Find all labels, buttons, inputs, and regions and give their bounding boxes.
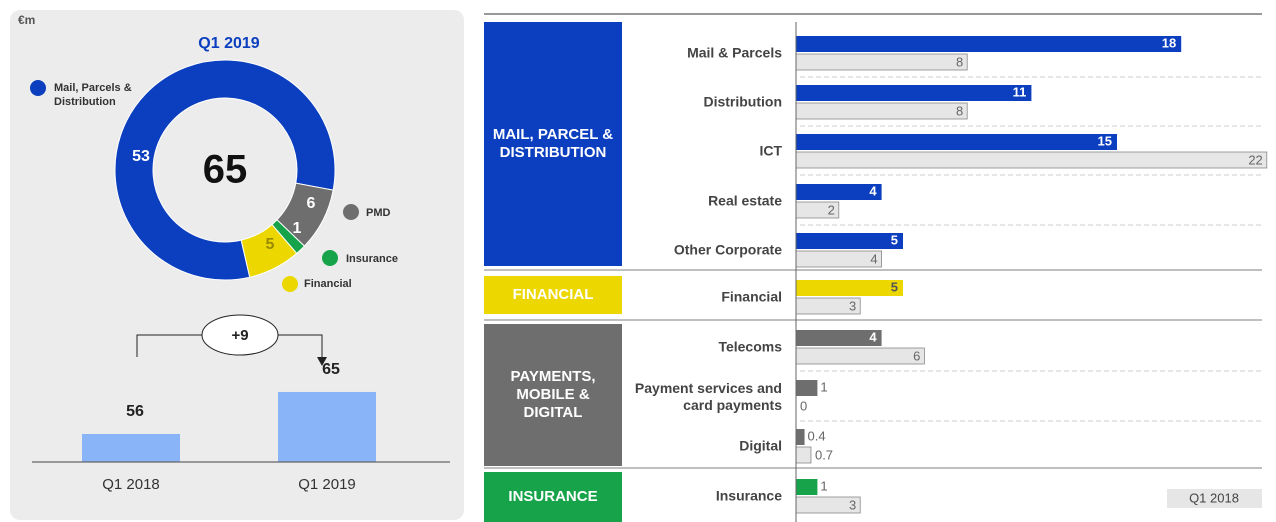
value-current: 4	[869, 329, 877, 344]
slice-label: 53	[132, 148, 150, 165]
value-current: 1	[820, 379, 827, 394]
bar-current	[796, 36, 1182, 52]
category-label: Real estate	[708, 192, 782, 209]
value-current: 15	[1098, 133, 1112, 148]
value-previous: 22	[1248, 152, 1262, 167]
bar-previous	[795, 102, 968, 120]
slice-label: 6	[307, 195, 316, 212]
bar-current	[796, 429, 805, 445]
value-previous: 3	[849, 497, 856, 512]
bar-value: 56	[126, 403, 144, 420]
annotation: +9	[231, 327, 248, 344]
value-current: 11	[1013, 84, 1027, 99]
group-label: PAYMENTS, MOBILE & DIGITAL	[484, 324, 622, 466]
slice-label: 1	[293, 220, 302, 237]
legend-label: PMD	[366, 207, 391, 219]
legend-label: Mail, Parcels & Distribution	[54, 82, 132, 108]
category-label: ICT	[759, 142, 782, 159]
bar-previous	[795, 151, 1268, 169]
value-current: 1	[820, 478, 827, 493]
category-label: Insurance	[715, 487, 782, 504]
bar-current	[796, 380, 818, 396]
group-label: MAIL, PARCEL & DISTRIBUTION	[484, 22, 622, 266]
bar-current	[796, 479, 818, 495]
bracket	[278, 334, 323, 358]
value-previous: 8	[956, 103, 963, 118]
legend-label: Insurance	[346, 253, 398, 265]
value-previous: 0.7	[815, 447, 833, 462]
value-previous: 6	[913, 348, 920, 363]
category-label: Digital	[739, 437, 782, 454]
bar-current	[796, 85, 1032, 101]
bar	[82, 433, 180, 462]
value-current: 4	[869, 183, 877, 198]
annotation-ellipse	[201, 314, 279, 356]
bar-current	[796, 233, 903, 249]
slice-label: 5	[266, 236, 275, 253]
value-current: 18	[1162, 35, 1176, 50]
pie-title: Q1 2019	[198, 35, 259, 52]
legend-dot	[30, 80, 46, 96]
pie-slice	[240, 223, 298, 278]
bar-current	[796, 134, 1117, 150]
value-current: 0.4	[808, 428, 826, 443]
category-label: Payment services and card payments	[634, 380, 782, 413]
bar-current	[796, 330, 882, 346]
value-previous: 4	[870, 251, 877, 266]
unit: €m	[18, 13, 35, 27]
value-previous: 2	[828, 202, 835, 217]
bar-current	[796, 184, 882, 200]
legend-dot	[343, 204, 359, 220]
bar-previous	[795, 53, 968, 71]
legend-dot	[322, 250, 338, 266]
x-tick-label: Q1 2019	[298, 476, 356, 493]
x-tick-label: Q1 2018	[102, 476, 160, 493]
category-label: Distribution	[703, 93, 782, 110]
value-current: 5	[891, 232, 898, 247]
legend-swatch	[1167, 489, 1262, 508]
group-label: FINANCIAL	[484, 276, 622, 314]
category-label: Financial	[721, 288, 782, 305]
category-label: Mail & Parcels	[687, 44, 782, 61]
pie-total: 65	[203, 148, 248, 192]
category-label: Telecoms	[718, 338, 782, 355]
pie-slice	[114, 59, 336, 281]
bar	[278, 391, 376, 462]
bar-current	[796, 280, 903, 296]
bracket	[136, 334, 202, 357]
legend-dot	[282, 276, 298, 292]
group-label: INSURANCE	[484, 472, 622, 522]
legend-label: Financial	[304, 278, 352, 290]
bar-value: 65	[322, 361, 340, 378]
bar-previous	[795, 446, 812, 464]
value-current: 5	[891, 279, 898, 294]
value-previous: 0	[800, 398, 807, 413]
arrow-head	[317, 357, 327, 366]
bar-previous	[795, 347, 925, 365]
bar-previous	[795, 250, 882, 268]
value-previous: 8	[956, 54, 963, 69]
legend-label: Q1 2018	[1189, 490, 1239, 505]
value-previous: 3	[849, 298, 856, 313]
category-label: Other Corporate	[673, 241, 782, 258]
